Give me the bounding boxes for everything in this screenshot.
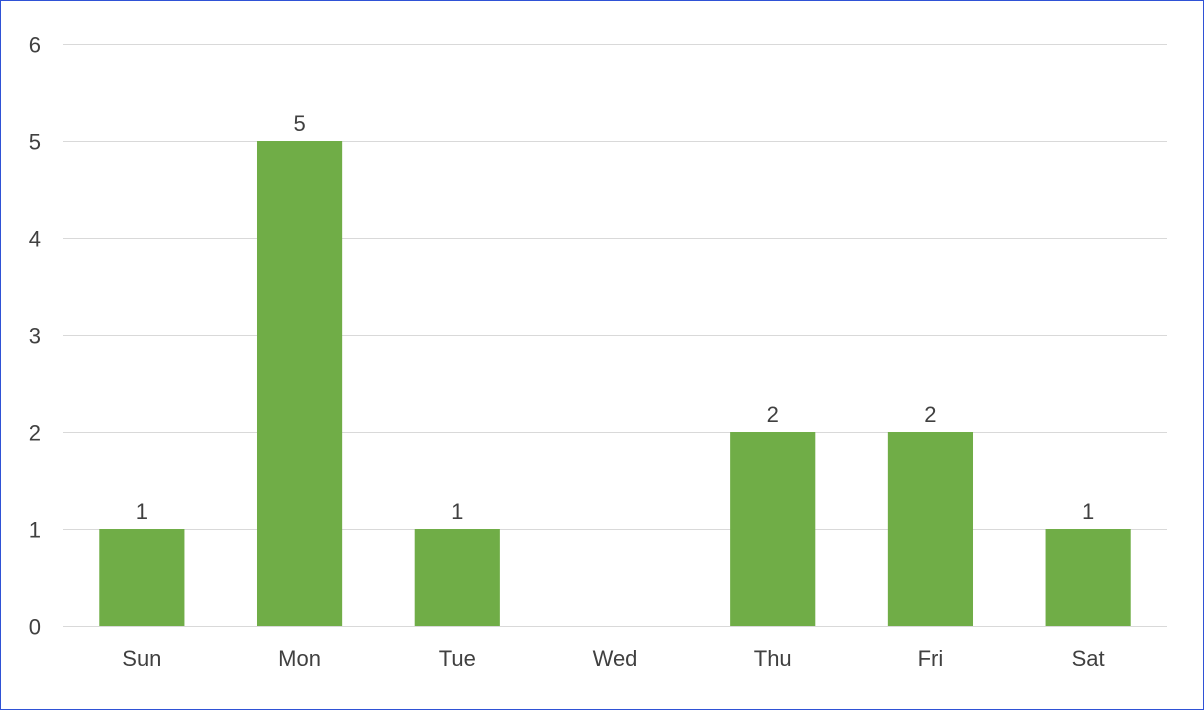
y-axis-ticks: 0 1 2 3 4 5 6 — [29, 33, 41, 640]
x-category-label-mon: Mon — [278, 646, 321, 671]
x-category-label-fri: Fri — [918, 646, 944, 671]
data-label-fri: 2 — [924, 402, 936, 427]
bar-tue — [414, 529, 500, 626]
bars — [99, 141, 1131, 626]
y-tick-label: 3 — [29, 324, 41, 349]
x-category-label-thu: Thu — [754, 646, 792, 671]
data-labels: 1 5 1 2 2 1 — [136, 111, 1095, 524]
bar-thu — [730, 432, 816, 626]
y-tick-label: 5 — [29, 130, 41, 155]
bar-sun — [99, 529, 185, 626]
data-label-sat: 1 — [1082, 499, 1094, 524]
y-tick-label: 4 — [29, 227, 41, 252]
y-tick-label: 1 — [29, 518, 41, 543]
bar-mon — [256, 141, 343, 626]
x-category-label-wed: Wed — [593, 646, 638, 671]
gridlines — [63, 44, 1167, 627]
x-axis-categories: Sun Mon Tue Wed Thu Fri Sat — [122, 646, 1104, 671]
y-tick-label: 2 — [29, 421, 41, 446]
x-category-label-sun: Sun — [122, 646, 161, 671]
data-label-mon: 5 — [293, 111, 305, 136]
x-category-label-tue: Tue — [439, 646, 476, 671]
data-label-thu: 2 — [767, 402, 779, 427]
data-label-sun: 1 — [136, 499, 148, 524]
y-tick-label: 0 — [29, 615, 41, 640]
bar-fri — [887, 432, 974, 626]
bar-sat — [1045, 529, 1131, 626]
x-category-label-sat: Sat — [1072, 646, 1105, 671]
y-tick-label: 6 — [29, 33, 41, 58]
data-label-tue: 1 — [451, 499, 463, 524]
